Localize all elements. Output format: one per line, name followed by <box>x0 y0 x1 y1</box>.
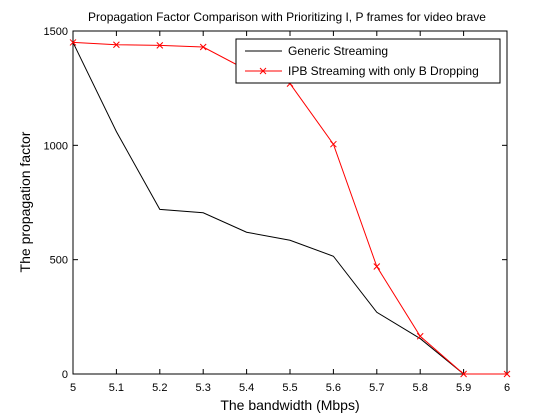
axis-ticks <box>72 30 508 375</box>
x-tick-label: 5.5 <box>282 382 297 394</box>
y-axis-label: The propagation factor <box>17 131 33 272</box>
series-point-ipb <box>156 42 164 49</box>
x-tick-label: 5.3 <box>196 382 211 394</box>
x-tick-label: 5.8 <box>413 382 428 394</box>
chart-title: Propagation Factor Comparison with Prior… <box>88 10 486 24</box>
x-tick-label: 6 <box>504 382 510 394</box>
series-line-generic <box>72 42 507 375</box>
x-tick-labels: 5 5.1 5.2 5.3 5.4 5.5 5.6 5.7 5.8 5.9 6 <box>70 382 510 394</box>
series-point-ipb <box>330 140 337 148</box>
legend: Generic Streaming IPB Streaming with onl… <box>235 38 501 84</box>
series-point-ipb <box>69 39 77 46</box>
series-point-ipb <box>373 263 381 270</box>
x-tick-label: 5.2 <box>152 382 167 394</box>
y-tick-label: 0 <box>62 369 68 381</box>
series-point-ipb <box>113 41 120 49</box>
series-point-ipb <box>199 43 207 51</box>
y-tick-label: 1500 <box>44 26 68 38</box>
x-tick-label: 5.7 <box>369 382 384 394</box>
y-tick-label: 1000 <box>44 140 68 152</box>
series-layer <box>69 39 511 378</box>
x-tick-label: 5.4 <box>239 382 254 394</box>
legend-label-ipb: IPB Streaming with only B Dropping <box>288 64 479 78</box>
x-axis-label: The bandwidth (Mbps) <box>220 397 359 413</box>
series-point-ipb <box>416 332 424 340</box>
legend-marker-ipb <box>259 67 267 75</box>
series-point-ipb <box>460 370 467 378</box>
plot-area-frame <box>72 30 508 375</box>
x-tick-label: 5.6 <box>326 382 341 394</box>
x-tick-label: 5.9 <box>456 382 471 394</box>
x-tick-label: 5 <box>70 382 76 394</box>
y-tick-label: 500 <box>50 255 68 267</box>
legend-box <box>235 38 501 84</box>
x-tick-label: 5.1 <box>109 382 124 394</box>
y-tick-labels: 0 500 1000 1500 <box>44 26 68 381</box>
legend-label-generic: Generic Streaming <box>288 44 388 58</box>
series-point-ipb <box>503 370 511 378</box>
